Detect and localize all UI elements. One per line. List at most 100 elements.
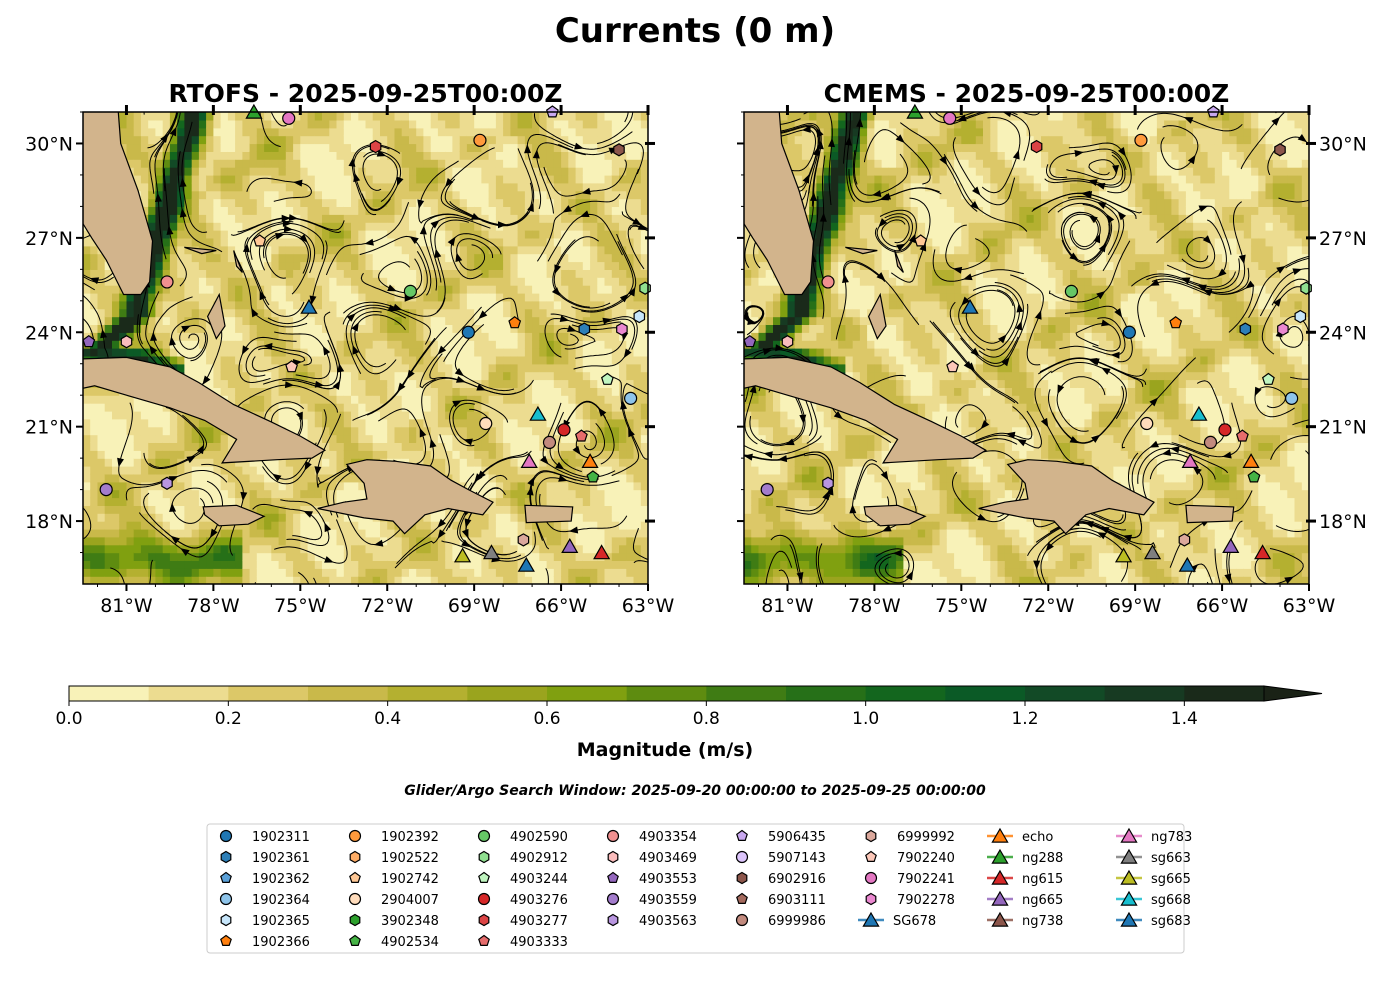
lon-tick-label: 81°W xyxy=(100,595,153,617)
legend-item-SG678: SG678 xyxy=(858,913,936,929)
colorbar-extend xyxy=(1264,686,1322,701)
legend-label: 1902742 xyxy=(381,872,439,887)
lon-tick-label: 72°W xyxy=(361,595,414,617)
platform-1902311 xyxy=(462,326,474,338)
legend-label: 4903559 xyxy=(639,893,697,908)
legend-label: 4902912 xyxy=(510,851,568,866)
legend-marker xyxy=(737,915,748,926)
legend-item-sg668: sg668 xyxy=(1116,892,1191,908)
colorbar-swatch xyxy=(866,686,946,701)
legend-label: 1902364 xyxy=(252,893,310,908)
legend-marker xyxy=(350,852,360,863)
legend-marker xyxy=(350,894,361,905)
panel-title: RTOFS - 2025-09-25T00:00Z xyxy=(169,79,563,108)
legend-marker xyxy=(866,894,876,905)
lon-tick-label: 78°W xyxy=(187,595,240,617)
lat-tick-label: 30°N xyxy=(25,133,73,155)
legend-label: 4903469 xyxy=(639,851,697,866)
platform-1902361 xyxy=(1240,323,1250,335)
legend-label: 4903333 xyxy=(510,935,568,950)
legend-marker xyxy=(479,915,489,926)
legend-label: ng665 xyxy=(1022,893,1063,908)
legend-label: 1902392 xyxy=(381,830,439,845)
lon-tick-label: 75°W xyxy=(274,595,327,617)
platform-4903563 xyxy=(162,477,172,489)
legend-marker xyxy=(608,831,619,842)
platform-4903469 xyxy=(121,336,131,348)
legend-label: 6999992 xyxy=(897,830,955,845)
lat-tick-label: 30°N xyxy=(1319,133,1367,155)
colorbar-swatch xyxy=(945,686,1025,701)
platform-7902241 xyxy=(283,112,295,124)
lon-tick-label: 75°W xyxy=(935,595,988,617)
legend-label: 4903277 xyxy=(510,914,568,929)
colorbar-swatch xyxy=(1105,686,1185,701)
platform-7902278 xyxy=(1278,323,1288,335)
legend-marker xyxy=(221,915,231,926)
lat-tick-label: 27°N xyxy=(1319,228,1367,250)
panel-title: CMEMS - 2025-09-25T00:00Z xyxy=(824,79,1230,108)
lat-tick-label: 24°N xyxy=(1319,322,1367,344)
legend-label: sg663 xyxy=(1151,851,1191,866)
legend-item-ng288: ng288 xyxy=(987,850,1063,866)
legend-marker xyxy=(866,873,877,884)
lat-tick-label: 21°N xyxy=(1319,417,1367,439)
legend-marker xyxy=(221,831,232,842)
colorbar-tick-label: 1.0 xyxy=(852,709,879,729)
legend-label: ng615 xyxy=(1022,872,1063,887)
legend-label: 7902278 xyxy=(897,893,955,908)
lat-tick-label: 27°N xyxy=(25,228,73,250)
legend-label: sg668 xyxy=(1151,893,1191,908)
flow-arrow xyxy=(57,255,68,266)
legend-label: 2904007 xyxy=(381,893,439,908)
legend-label: 1902365 xyxy=(252,914,310,929)
legend-label: 1902361 xyxy=(252,851,310,866)
colorbar-tick-label: 0.2 xyxy=(215,709,242,729)
legend-marker xyxy=(350,831,361,842)
legend-marker xyxy=(737,873,747,884)
legend-item-sg665: sg665 xyxy=(1116,871,1191,887)
platform-6999992 xyxy=(518,534,528,546)
platform-6999986 xyxy=(543,436,555,448)
lon-tick-label: 69°W xyxy=(1109,595,1162,617)
colorbar-tick-label: 0.4 xyxy=(374,709,401,729)
figure-title: Currents (0 m) xyxy=(555,11,835,51)
platform-1902365 xyxy=(634,311,644,323)
lat-tick-label: 24°N xyxy=(25,322,73,344)
legend-item-ng738: ng738 xyxy=(987,913,1063,929)
colorbar-label: Magnitude (m/s) xyxy=(577,739,754,761)
platform-4903354 xyxy=(161,276,173,288)
platform-4903354 xyxy=(822,276,834,288)
platform-1902311 xyxy=(1123,326,1135,338)
legend-marker xyxy=(608,915,618,926)
flow-arrow xyxy=(826,599,837,610)
legend-label: 3902348 xyxy=(381,914,439,929)
platform-1902364 xyxy=(1286,392,1298,404)
flow-arrow xyxy=(273,57,283,66)
lon-tick-label: 63°W xyxy=(1283,595,1336,617)
flow-arrow xyxy=(627,97,636,108)
legend-marker xyxy=(479,894,490,905)
legend-item-ng665: ng665 xyxy=(987,892,1063,908)
legend-label: 4903553 xyxy=(639,872,697,887)
platform-4903277 xyxy=(370,141,380,153)
platform-2904007 xyxy=(1141,418,1153,430)
lat-tick-label: 18°N xyxy=(25,511,73,533)
legend-label: 5906435 xyxy=(768,830,826,845)
colorbar-tick-label: 1.2 xyxy=(1011,709,1038,729)
legend-marker xyxy=(350,915,360,926)
colorbar-swatch xyxy=(627,686,707,701)
colorbar-swatch xyxy=(388,686,468,701)
colorbar-tick-label: 0.8 xyxy=(693,709,720,729)
legend: 1902311190236119023621902364190236519023… xyxy=(207,824,1192,953)
platform-2904007 xyxy=(480,418,492,430)
colorbar-swatch xyxy=(149,686,229,701)
colorbar-swatch xyxy=(228,686,308,701)
flow-arrow xyxy=(600,62,611,73)
platform-7902241 xyxy=(944,112,956,124)
legend-label: sg683 xyxy=(1151,914,1191,929)
colorbar-swatch xyxy=(69,686,149,701)
platform-4903276 xyxy=(558,424,570,436)
flow-arrow xyxy=(685,559,696,568)
